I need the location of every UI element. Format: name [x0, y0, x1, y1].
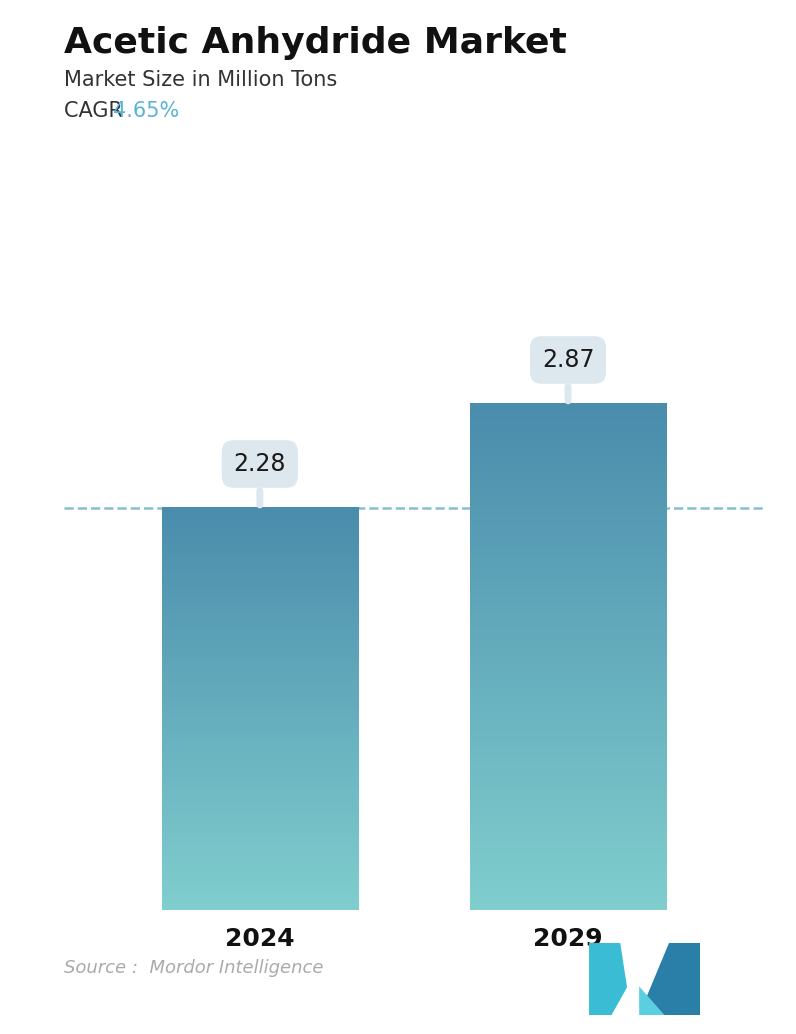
Polygon shape — [611, 976, 656, 1015]
Text: Acetic Anhydride Market: Acetic Anhydride Market — [64, 26, 567, 60]
Text: Source :  Mordor Intelligence: Source : Mordor Intelligence — [64, 960, 323, 977]
Polygon shape — [639, 986, 665, 1015]
Text: CAGR: CAGR — [64, 101, 129, 121]
Text: 2.28: 2.28 — [233, 452, 286, 505]
Text: Market Size in Million Tons: Market Size in Million Tons — [64, 70, 337, 90]
Text: 4.65%: 4.65% — [113, 101, 179, 121]
Polygon shape — [639, 943, 700, 1015]
Text: 2.87: 2.87 — [542, 347, 595, 401]
Polygon shape — [589, 943, 631, 1015]
